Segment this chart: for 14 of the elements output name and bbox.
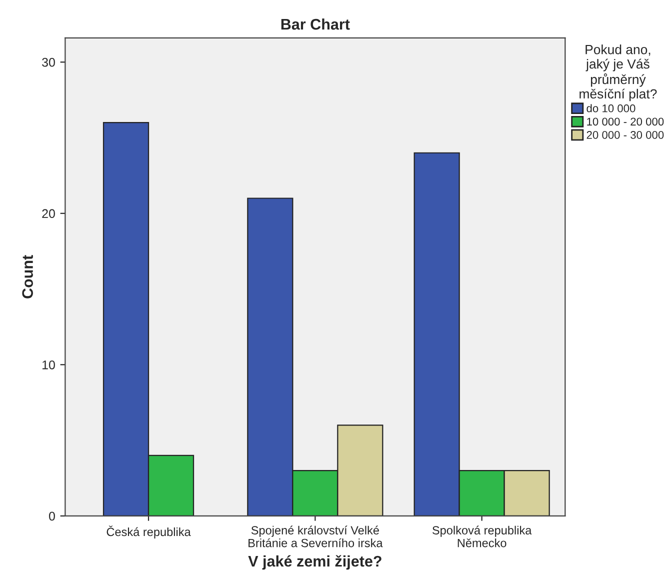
x-tick-label: Česká republika <box>106 526 191 538</box>
x-tick-label: Spolková republika Německo <box>432 526 532 548</box>
legend-label: 10 000 - 20 000 <box>587 118 664 126</box>
y-tick-label: 20 <box>42 209 55 218</box>
x-axis-title: V jaké zemi žijete? <box>248 555 382 570</box>
x-tick-label: Spojené království Velké Británie a Severního irska <box>248 526 383 548</box>
y-tick-label: 0 <box>49 512 55 521</box>
y-tick-label: 10 <box>42 360 55 370</box>
y-tick-label: 30 <box>42 58 55 67</box>
y-axis-title: Count <box>22 255 33 298</box>
legend-label: do 10 000 <box>586 104 636 112</box>
legend-title: Pokud ano, jaký je Váš průměrný měsíční plat? <box>580 44 657 102</box>
chart-title: Bar Chart <box>281 18 350 30</box>
legend-label: 20 000 - 30 000 <box>586 131 664 139</box>
